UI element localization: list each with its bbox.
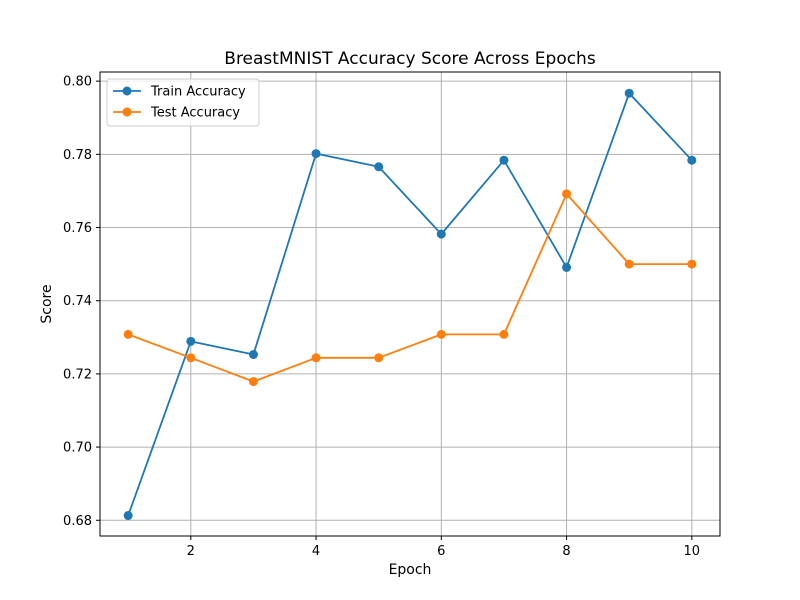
test-accuracy-point bbox=[436, 329, 446, 339]
y-tick-label: 0.76 bbox=[63, 221, 92, 236]
x-axis-label: Epoch bbox=[389, 562, 432, 578]
train-accuracy-legend-label: Train Accuracy bbox=[150, 85, 246, 100]
train-accuracy-point bbox=[562, 262, 572, 272]
x-tick-label: 2 bbox=[187, 544, 195, 559]
train-accuracy-point bbox=[687, 155, 697, 165]
test-accuracy-point bbox=[499, 329, 509, 339]
train-accuracy-point bbox=[186, 336, 196, 346]
y-tick-label: 0.68 bbox=[63, 514, 92, 529]
test-accuracy-point bbox=[186, 353, 196, 363]
train-accuracy-point bbox=[374, 162, 384, 172]
plot-frame bbox=[99, 71, 721, 537]
test-accuracy-point bbox=[248, 377, 258, 387]
legend: Train Accuracy Test Accuracy bbox=[106, 78, 260, 127]
test-accuracy-point bbox=[687, 259, 697, 269]
test-accuracy-line bbox=[127, 192, 692, 383]
series-layer bbox=[123, 88, 697, 521]
y-tick-label: 0.70 bbox=[63, 441, 92, 456]
axis-ticks: 2 4 6 8 10 0.68 0.70 0.72 0.74 0.76 0.78 0.80 bbox=[63, 75, 700, 559]
x-tick-label: 8 bbox=[562, 544, 570, 559]
y-tick-label: 0.78 bbox=[63, 148, 92, 163]
y-axis-label: Score bbox=[39, 284, 55, 323]
train-accuracy-point bbox=[624, 88, 634, 98]
train-accuracy-point bbox=[248, 349, 258, 359]
train-accuracy-legend-marker bbox=[122, 86, 132, 96]
train-accuracy-point bbox=[436, 229, 446, 239]
test-accuracy-point bbox=[311, 353, 321, 363]
chart-title: BreastMNIST Accuracy Score Across Epochs bbox=[224, 49, 596, 69]
train-accuracy-point bbox=[123, 511, 133, 521]
test-accuracy-point bbox=[562, 189, 572, 199]
grid-lines bbox=[100, 72, 720, 536]
y-tick-label: 0.74 bbox=[63, 294, 92, 309]
y-tick-label: 0.72 bbox=[63, 367, 92, 382]
y-tick-label: 0.80 bbox=[63, 75, 92, 90]
train-accuracy-line bbox=[127, 92, 693, 516]
legend-box bbox=[106, 78, 260, 127]
x-tick-label: 6 bbox=[437, 544, 445, 559]
train-accuracy-point bbox=[311, 149, 321, 159]
test-accuracy-legend-marker bbox=[122, 107, 132, 117]
test-accuracy-legend-label: Test Accuracy bbox=[150, 106, 240, 121]
x-tick-label: 10 bbox=[684, 544, 701, 559]
train-accuracy-point bbox=[499, 155, 509, 165]
test-accuracy-point bbox=[374, 353, 384, 363]
x-tick-label: 4 bbox=[312, 544, 320, 559]
test-accuracy-point bbox=[624, 259, 634, 269]
test-accuracy-point bbox=[123, 329, 133, 339]
